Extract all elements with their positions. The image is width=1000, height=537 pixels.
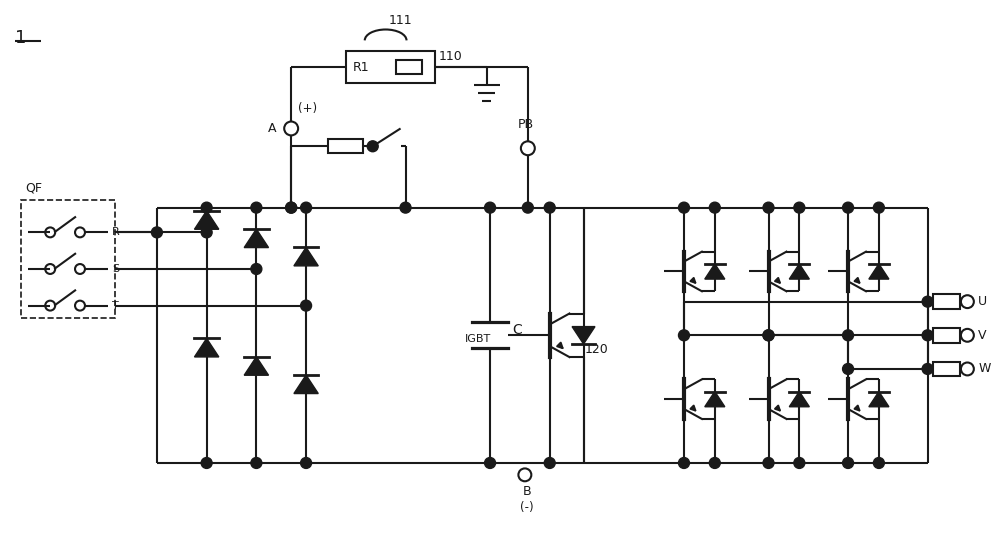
Circle shape bbox=[286, 202, 297, 213]
Circle shape bbox=[763, 330, 774, 341]
Polygon shape bbox=[572, 326, 595, 344]
Text: R1: R1 bbox=[353, 61, 369, 74]
Bar bbox=[933, 294, 960, 309]
Text: 1: 1 bbox=[15, 30, 26, 47]
Circle shape bbox=[251, 202, 262, 213]
Text: 111: 111 bbox=[389, 13, 412, 26]
Text: 110: 110 bbox=[438, 50, 462, 63]
Circle shape bbox=[485, 202, 496, 213]
Circle shape bbox=[251, 264, 262, 274]
Circle shape bbox=[922, 364, 933, 374]
Circle shape bbox=[301, 202, 312, 213]
Circle shape bbox=[679, 458, 689, 468]
Circle shape bbox=[843, 364, 854, 374]
Bar bbox=[933, 328, 960, 343]
Circle shape bbox=[794, 202, 805, 213]
Text: B: B bbox=[523, 485, 531, 498]
Polygon shape bbox=[194, 338, 219, 357]
Text: C: C bbox=[512, 323, 522, 337]
Text: S: S bbox=[112, 264, 119, 274]
Circle shape bbox=[400, 202, 411, 213]
Circle shape bbox=[709, 202, 720, 213]
Bar bbox=[933, 361, 960, 376]
Circle shape bbox=[151, 227, 162, 238]
Polygon shape bbox=[294, 248, 318, 266]
Text: R: R bbox=[112, 227, 120, 237]
Circle shape bbox=[922, 330, 933, 341]
Circle shape bbox=[709, 458, 720, 468]
Circle shape bbox=[794, 458, 805, 468]
Circle shape bbox=[763, 458, 774, 468]
Polygon shape bbox=[294, 375, 318, 394]
Bar bbox=[346, 51, 435, 83]
Circle shape bbox=[544, 458, 555, 468]
Circle shape bbox=[201, 458, 212, 468]
Polygon shape bbox=[705, 391, 725, 407]
Circle shape bbox=[763, 202, 774, 213]
Circle shape bbox=[485, 458, 496, 468]
Circle shape bbox=[763, 330, 774, 341]
Text: (+): (+) bbox=[298, 101, 317, 114]
Polygon shape bbox=[789, 264, 809, 279]
Circle shape bbox=[251, 458, 262, 468]
Text: 120: 120 bbox=[585, 343, 608, 356]
Circle shape bbox=[873, 458, 884, 468]
Text: U: U bbox=[978, 295, 987, 308]
Circle shape bbox=[843, 202, 854, 213]
Polygon shape bbox=[194, 211, 219, 229]
Polygon shape bbox=[244, 357, 269, 375]
Circle shape bbox=[286, 202, 297, 213]
Bar bbox=[396, 60, 422, 74]
Circle shape bbox=[301, 300, 312, 311]
Circle shape bbox=[201, 202, 212, 213]
Circle shape bbox=[544, 202, 555, 213]
Circle shape bbox=[843, 330, 854, 341]
Bar bbox=[21, 200, 115, 318]
Polygon shape bbox=[244, 229, 269, 248]
Text: T: T bbox=[112, 301, 119, 310]
Circle shape bbox=[843, 458, 854, 468]
Circle shape bbox=[367, 141, 378, 152]
Circle shape bbox=[522, 202, 533, 213]
Text: W: W bbox=[978, 362, 991, 375]
Bar bbox=[328, 139, 363, 153]
Polygon shape bbox=[705, 264, 725, 279]
Polygon shape bbox=[869, 391, 889, 407]
Circle shape bbox=[679, 330, 689, 341]
Text: V: V bbox=[978, 329, 987, 342]
Circle shape bbox=[679, 202, 689, 213]
Text: PB: PB bbox=[518, 119, 534, 132]
Circle shape bbox=[301, 458, 312, 468]
Polygon shape bbox=[789, 391, 809, 407]
Text: QF: QF bbox=[26, 182, 43, 195]
Circle shape bbox=[201, 227, 212, 238]
Circle shape bbox=[873, 202, 884, 213]
Text: (-): (-) bbox=[520, 500, 534, 513]
Text: IGBT: IGBT bbox=[465, 334, 491, 344]
Text: A: A bbox=[268, 122, 276, 135]
Polygon shape bbox=[869, 264, 889, 279]
Circle shape bbox=[922, 296, 933, 307]
